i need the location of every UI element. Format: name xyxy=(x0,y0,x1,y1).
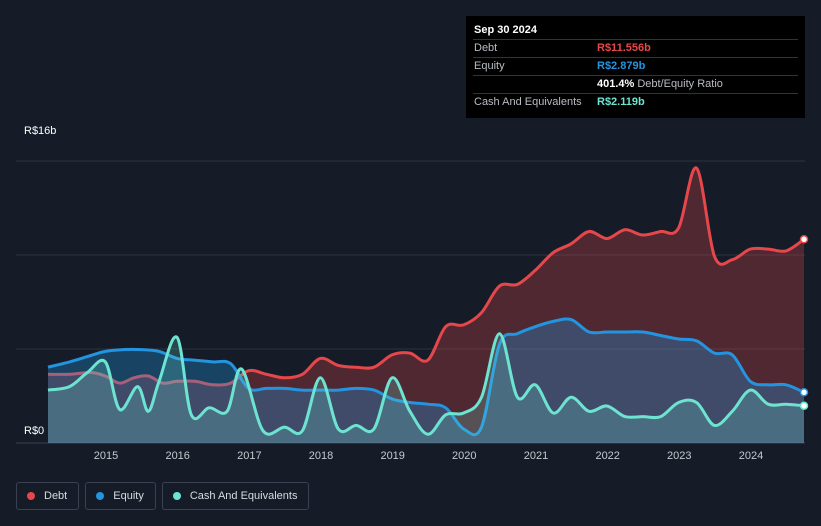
cash-dot-icon xyxy=(172,492,181,500)
equity-end-marker xyxy=(799,388,809,397)
x-tick-2024: 2024 xyxy=(738,450,764,462)
debt-dot-icon xyxy=(27,492,35,500)
legend-debt-label: Debt xyxy=(44,490,68,502)
tooltip-equity-label: Equity xyxy=(474,60,505,72)
tooltip-debt-value: R$11.556b xyxy=(597,42,651,54)
tooltip-ratio-spacer xyxy=(473,76,597,93)
chart-legend: Debt Equity Cash And Equivalents xyxy=(16,482,310,510)
cash-series-line xyxy=(47,332,805,436)
tooltip-date: Sep 30 2024 xyxy=(474,24,537,36)
x-tick-2015: 2015 xyxy=(93,450,119,462)
debt-end-marker xyxy=(799,235,809,244)
tooltip-equity-row: Equity R$2.879b xyxy=(473,57,798,75)
y-axis-bottom-label: R$0 xyxy=(24,425,45,437)
legend-item-equity[interactable]: Equity xyxy=(85,482,156,510)
legend-item-debt[interactable]: Debt xyxy=(16,482,80,510)
x-tick-2016: 2016 xyxy=(165,450,190,462)
cash-area xyxy=(48,333,804,443)
tooltip-cash-row: Cash And Equivalents R$2.119b xyxy=(473,93,798,111)
tooltip-ratio-row: 401.4% Debt/Equity Ratio xyxy=(473,75,798,93)
tooltip-debt-row: Debt R$11.556b xyxy=(473,39,798,57)
legend-item-cash[interactable]: Cash And Equivalents xyxy=(161,482,310,510)
debt-series-line xyxy=(47,166,805,387)
tooltip-debt-label: Debt xyxy=(474,42,498,54)
tooltip-ratio-label: Debt/Equity Ratio xyxy=(637,78,723,90)
legend-equity-label: Equity xyxy=(113,490,144,502)
x-tick-2017: 2017 xyxy=(237,450,262,462)
x-tick-2018: 2018 xyxy=(308,450,334,462)
x-tick-2023: 2023 xyxy=(667,450,692,462)
tooltip-cash-label: Cash And Equivalents xyxy=(474,96,582,108)
x-tick-2022: 2022 xyxy=(595,450,620,462)
x-tick-2019: 2019 xyxy=(380,450,405,462)
x-tick-2021: 2021 xyxy=(523,450,549,462)
tooltip-panel: Sep 30 2024 Debt R$11.556b Equity R$2.87… xyxy=(466,16,805,118)
cash-end-marker xyxy=(799,401,809,410)
y-axis-top-label: R$16b xyxy=(24,125,57,137)
equity-dot-icon xyxy=(96,492,105,500)
legend-cash-label: Cash And Equivalents xyxy=(189,490,298,502)
x-tick-2020: 2020 xyxy=(452,450,477,462)
tooltip-equity-value: R$2.879b xyxy=(597,60,646,72)
tooltip-cash-value: R$2.119b xyxy=(597,96,645,108)
equity-series-line xyxy=(47,317,805,437)
tooltip-ratio-value: 401.4% xyxy=(597,78,635,90)
